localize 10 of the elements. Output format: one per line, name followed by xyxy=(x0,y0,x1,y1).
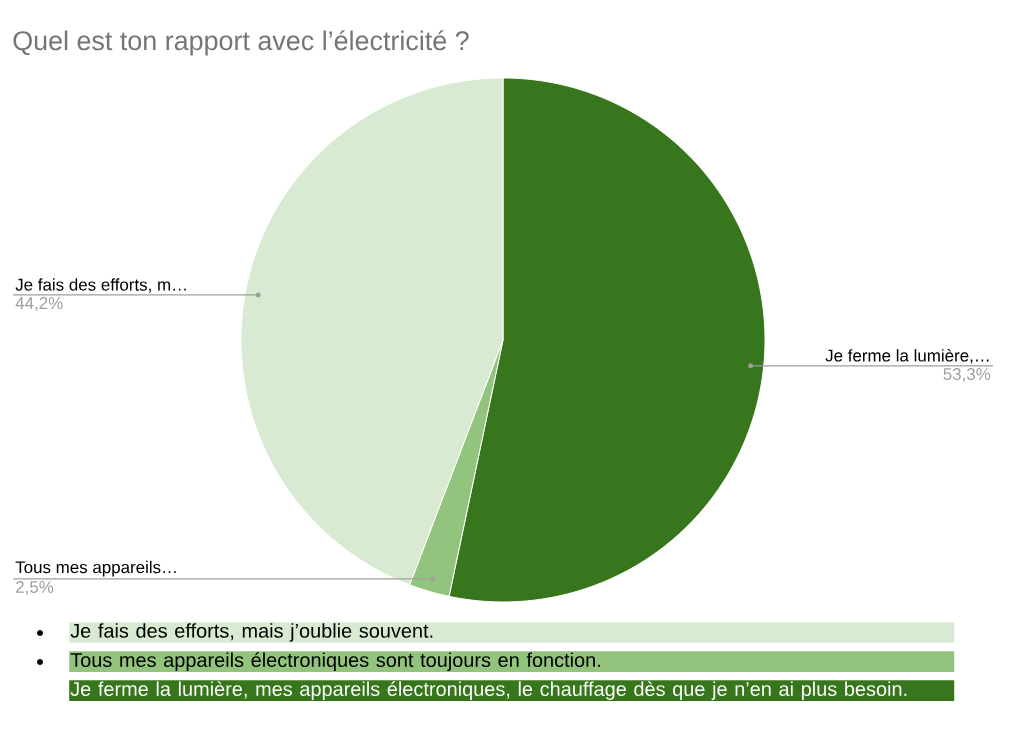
slice-label: Je fais des efforts, m… xyxy=(15,278,186,293)
slice-label: Tous mes appareils… xyxy=(15,560,176,577)
chart-title: Quel est ton rapport avec l’électricité ? xyxy=(13,30,469,56)
data-label: 2,5% xyxy=(16,580,54,595)
text: Je fais des efforts, mais j’oublie souvent. xyxy=(70,623,433,642)
text: Je ferme la lumière, mes appareils électroniques, le chauffage dès que je n’en ai plus besoin. xyxy=(70,681,907,700)
data-label: 53,3% xyxy=(943,367,991,382)
data-label: 44,2% xyxy=(15,297,63,312)
text: Tous mes appareils électroniques sont toujours en fonction. xyxy=(70,652,600,671)
slice-label: Je ferme la lumière,… xyxy=(825,348,989,364)
